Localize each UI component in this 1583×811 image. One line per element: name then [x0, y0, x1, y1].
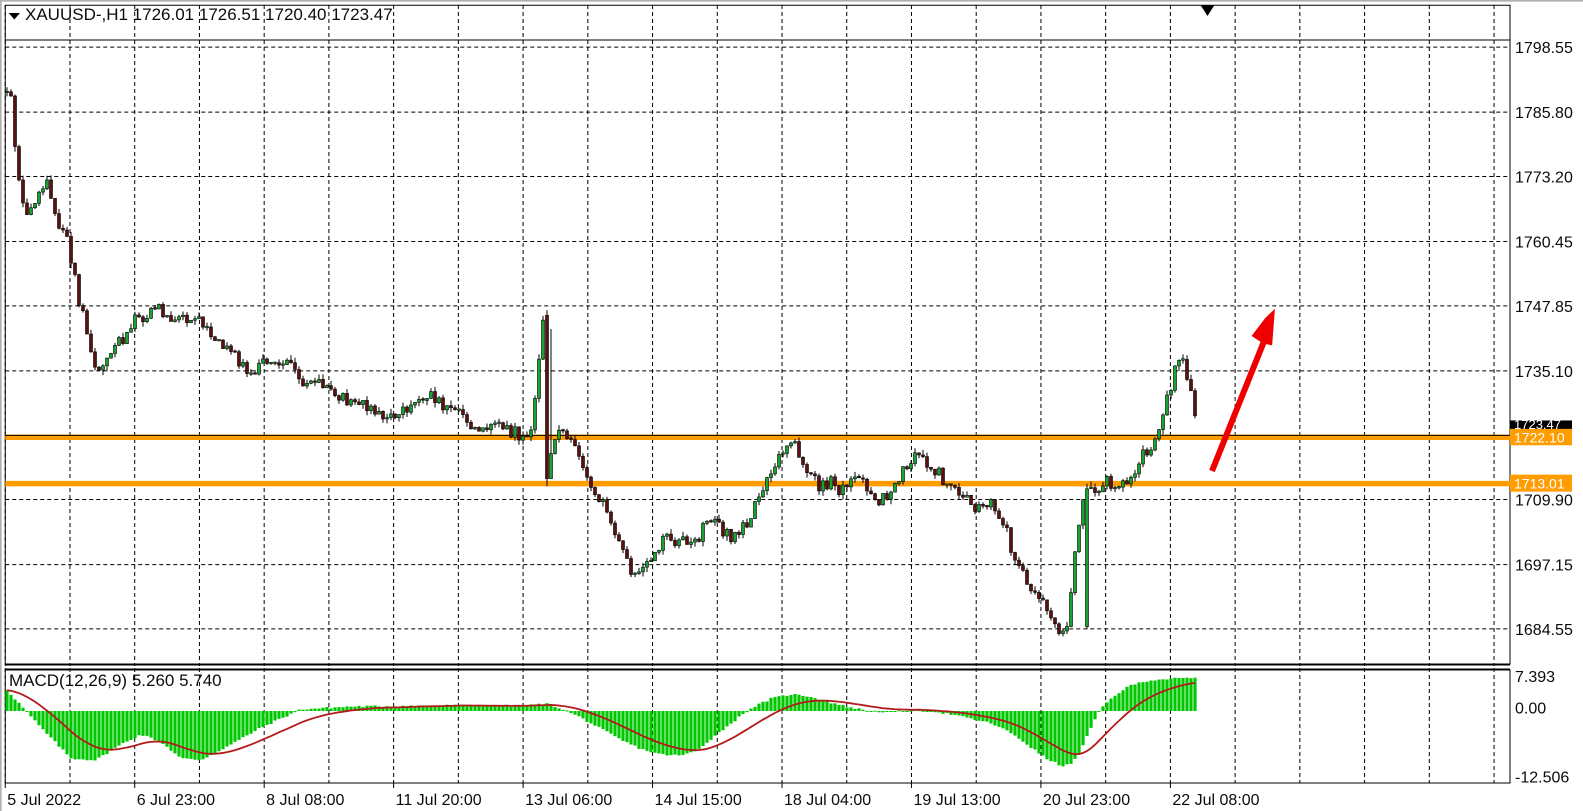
svg-text:8 Jul 08:00: 8 Jul 08:00	[266, 792, 344, 809]
svg-text:MACD(12,26,9) 5.260 5.740: MACD(12,26,9) 5.260 5.740	[9, 671, 222, 690]
svg-text:20 Jul 23:00: 20 Jul 23:00	[1043, 792, 1130, 809]
svg-text:1760.45: 1760.45	[1515, 235, 1573, 252]
svg-text:XAUUSD-,H1 1726.01 1726.51: XAUUSD-,H1 1726.01 1726.51 1720.40 1723.…	[25, 5, 393, 24]
svg-text:1798.55: 1798.55	[1515, 40, 1573, 57]
svg-text:6 Jul 23:00: 6 Jul 23:00	[137, 792, 215, 809]
svg-text:19 Jul 13:00: 19 Jul 13:00	[913, 792, 1000, 809]
svg-text:1735.10: 1735.10	[1515, 364, 1573, 381]
svg-text:-12.506: -12.506	[1515, 770, 1569, 787]
svg-text:7.393: 7.393	[1515, 669, 1555, 686]
svg-text:5 Jul 2022: 5 Jul 2022	[7, 792, 81, 809]
svg-text:14 Jul 15:00: 14 Jul 15:00	[655, 792, 742, 809]
svg-text:1709.90: 1709.90	[1515, 493, 1573, 510]
svg-text:13 Jul 06:00: 13 Jul 06:00	[525, 792, 612, 809]
svg-text:0.00: 0.00	[1515, 701, 1546, 718]
svg-text:1697.15: 1697.15	[1515, 558, 1573, 575]
svg-text:11 Jul 20:00: 11 Jul 20:00	[396, 792, 482, 809]
svg-text:22 Jul 08:00: 22 Jul 08:00	[1172, 792, 1259, 809]
svg-text:1773.20: 1773.20	[1515, 169, 1573, 186]
svg-text:1723.47: 1723.47	[1514, 417, 1561, 432]
svg-text:1747.85: 1747.85	[1515, 299, 1573, 316]
svg-text:1785.80: 1785.80	[1515, 105, 1573, 122]
svg-text:1713.01: 1713.01	[1514, 476, 1565, 492]
svg-text:1684.55: 1684.55	[1515, 622, 1573, 639]
svg-text:18 Jul 04:00: 18 Jul 04:00	[784, 792, 871, 809]
